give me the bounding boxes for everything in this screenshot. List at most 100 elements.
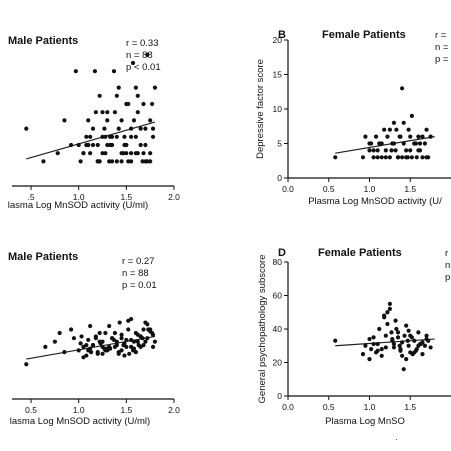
data-point — [135, 339, 140, 344]
data-point — [148, 151, 153, 156]
data-point — [408, 148, 413, 153]
data-point — [148, 159, 153, 164]
data-point — [375, 348, 380, 353]
stat-line: p = 0.01 — [122, 280, 157, 291]
stat-line: r = 0.33 — [126, 38, 158, 49]
y-tick-label: 15 — [273, 70, 283, 80]
data-point — [406, 343, 411, 348]
x-axis-label: Plasma Log MnSO — [325, 416, 405, 427]
data-point — [402, 333, 407, 338]
data-point — [414, 155, 419, 160]
data-point — [78, 341, 83, 346]
x-tick-label: 0.0 — [282, 402, 294, 412]
data-point — [81, 151, 86, 156]
data-point — [405, 155, 410, 160]
data-point — [424, 127, 429, 132]
x-tick-label: 0.5 — [323, 402, 335, 412]
data-point — [391, 345, 397, 350]
data-point — [81, 355, 86, 360]
data-point — [149, 101, 155, 107]
data-point — [395, 155, 401, 160]
data-point — [150, 126, 156, 131]
data-point — [138, 344, 143, 349]
data-point — [404, 148, 409, 153]
data-point — [145, 52, 150, 57]
data-point — [395, 335, 401, 340]
data-point — [409, 113, 414, 118]
data-point — [382, 315, 387, 320]
data-point — [400, 353, 405, 358]
data-point — [109, 134, 115, 139]
data-point — [126, 327, 131, 332]
panel-title: Female Patients — [318, 247, 402, 259]
data-point — [412, 338, 417, 343]
data-point — [122, 134, 127, 139]
data-point — [119, 332, 124, 337]
data-point — [93, 110, 98, 115]
x-tick-label: 1.0 — [364, 184, 376, 194]
data-point — [143, 339, 148, 344]
watermark-dot: · — [395, 434, 398, 444]
data-point — [97, 330, 102, 336]
data-point — [406, 127, 411, 132]
data-point — [420, 155, 425, 160]
data-point — [413, 141, 419, 146]
data-point — [79, 334, 84, 339]
data-point — [109, 159, 115, 164]
regression-line — [26, 121, 156, 160]
data-point — [387, 306, 392, 311]
data-point — [375, 155, 380, 160]
data-point — [375, 341, 380, 347]
data-point — [385, 321, 390, 327]
data-point — [383, 333, 388, 338]
data-point — [401, 367, 406, 372]
stat-line: n = — [435, 42, 449, 53]
data-point — [84, 134, 89, 139]
data-point — [124, 101, 129, 107]
data-point — [385, 134, 390, 139]
data-point — [129, 151, 134, 156]
data-point — [143, 142, 148, 148]
data-point — [116, 351, 121, 356]
data-point — [112, 110, 118, 115]
data-point — [130, 60, 136, 66]
data-point — [405, 338, 410, 343]
stat-line: n = 88 — [122, 268, 149, 279]
data-point — [424, 333, 429, 338]
data-point — [367, 357, 372, 362]
data-point — [371, 155, 376, 160]
data-point — [76, 142, 81, 148]
data-point — [127, 351, 132, 356]
data-point — [138, 126, 143, 131]
stat-line: p = — [435, 54, 449, 65]
y-tick-label: 5 — [277, 139, 282, 149]
stat-line: r = 0.27 — [122, 256, 154, 267]
data-point — [129, 134, 134, 139]
y-tick-label: 0 — [277, 391, 282, 401]
data-point — [150, 134, 156, 139]
data-point — [379, 347, 384, 352]
data-point — [43, 344, 48, 349]
data-point — [76, 348, 81, 353]
data-point — [97, 93, 102, 98]
data-point — [90, 343, 96, 348]
data-point — [408, 134, 413, 139]
data-point — [116, 126, 121, 131]
data-point — [135, 332, 140, 337]
data-point — [71, 336, 77, 341]
data-point — [369, 347, 374, 352]
data-point — [371, 341, 376, 347]
data-point — [145, 322, 150, 327]
x-axis-label: lasma Log MnSOD activity (U/ml) — [10, 416, 150, 427]
x-tick-label: 1.0 — [73, 192, 85, 202]
data-point — [90, 126, 96, 131]
data-point — [416, 330, 421, 335]
data-point — [95, 351, 100, 356]
data-point — [138, 142, 143, 148]
data-point — [416, 148, 421, 153]
data-point — [86, 142, 91, 148]
data-point — [333, 155, 338, 160]
data-point — [93, 336, 98, 341]
panel-a: .5 1.0 1.5 2.0 lasma Log MnSOD activity (U/m… — [8, 35, 180, 211]
